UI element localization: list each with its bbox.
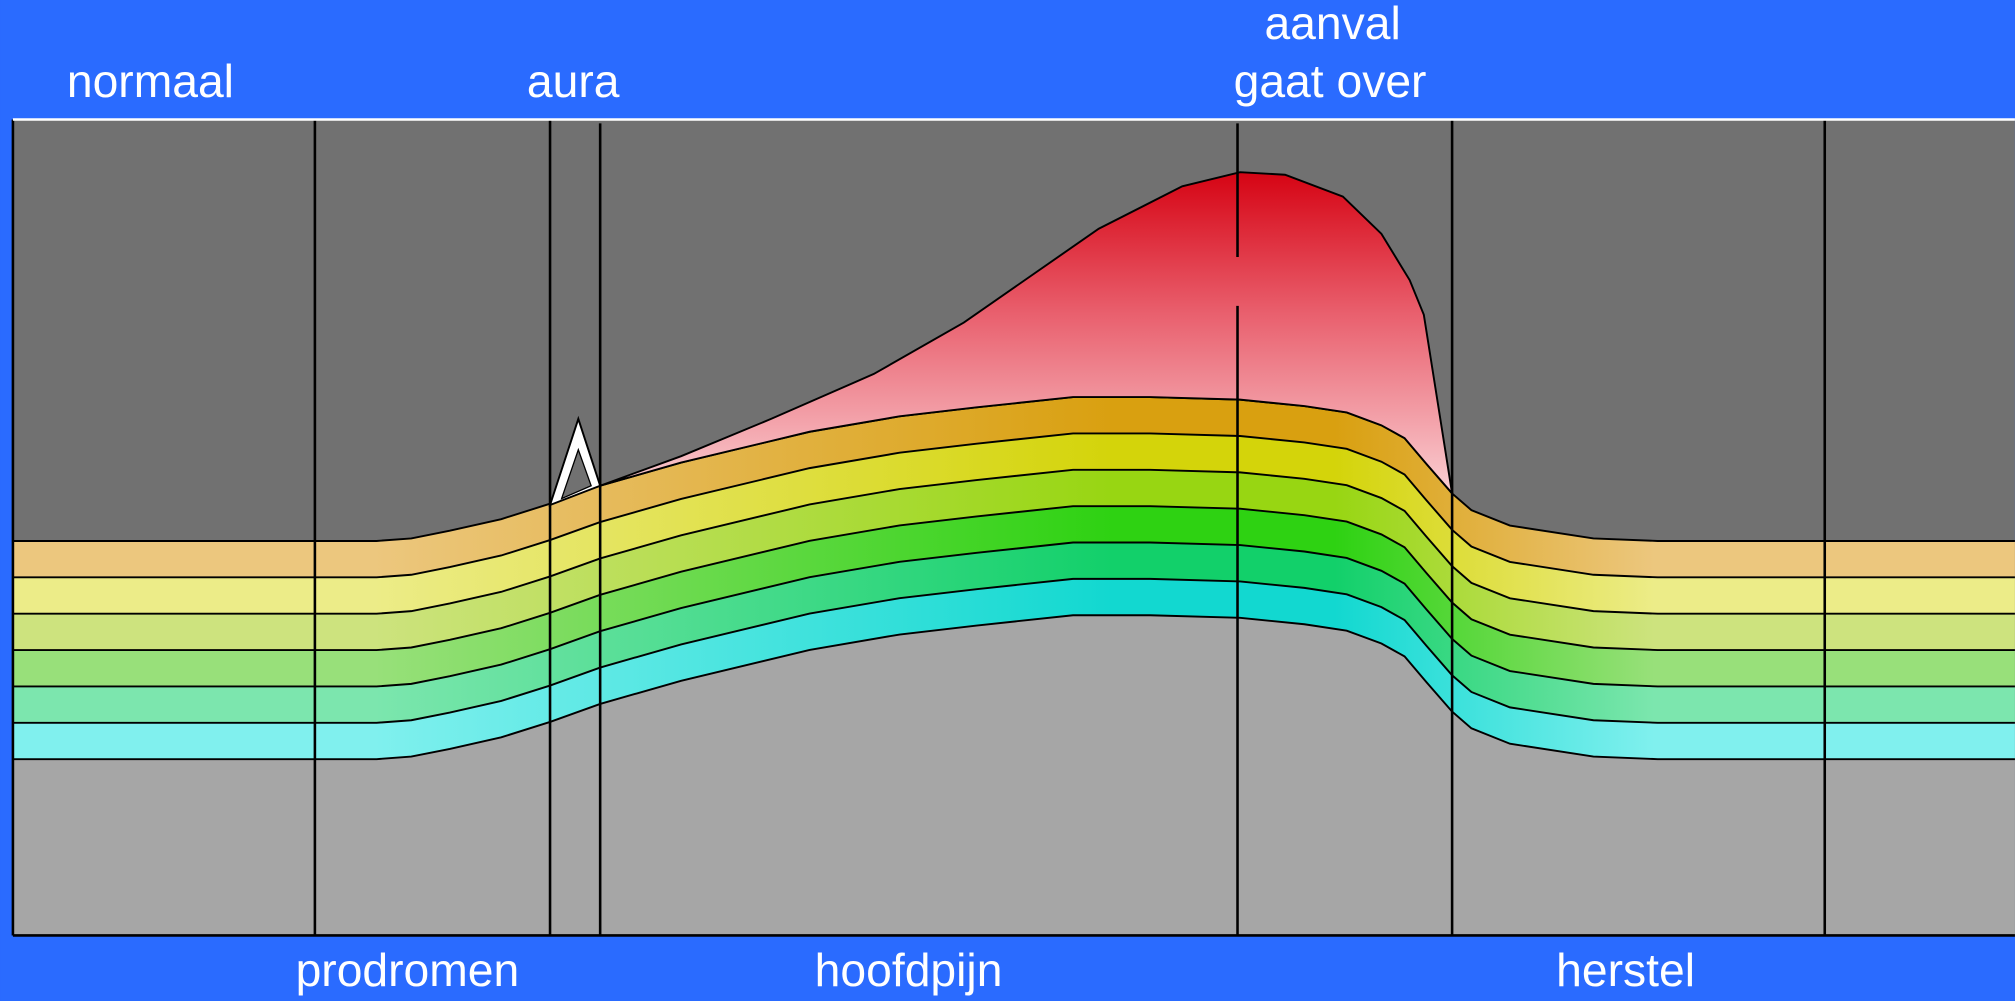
phase-label: hoofdpijn bbox=[815, 944, 1003, 996]
page: normaal aura aanval gaat over prodromen … bbox=[0, 0, 2015, 1001]
phase-label: prodromen bbox=[296, 944, 520, 996]
phase-label: aura bbox=[527, 55, 620, 107]
migraine-phase-diagram: normaal aura aanval gaat over prodromen … bbox=[0, 0, 2015, 1001]
phase-label: normaal bbox=[67, 55, 234, 107]
phase-label: aanval bbox=[1264, 0, 1400, 49]
phase-label: herstel bbox=[1556, 944, 1695, 996]
phase-label: gaat over bbox=[1234, 55, 1427, 107]
